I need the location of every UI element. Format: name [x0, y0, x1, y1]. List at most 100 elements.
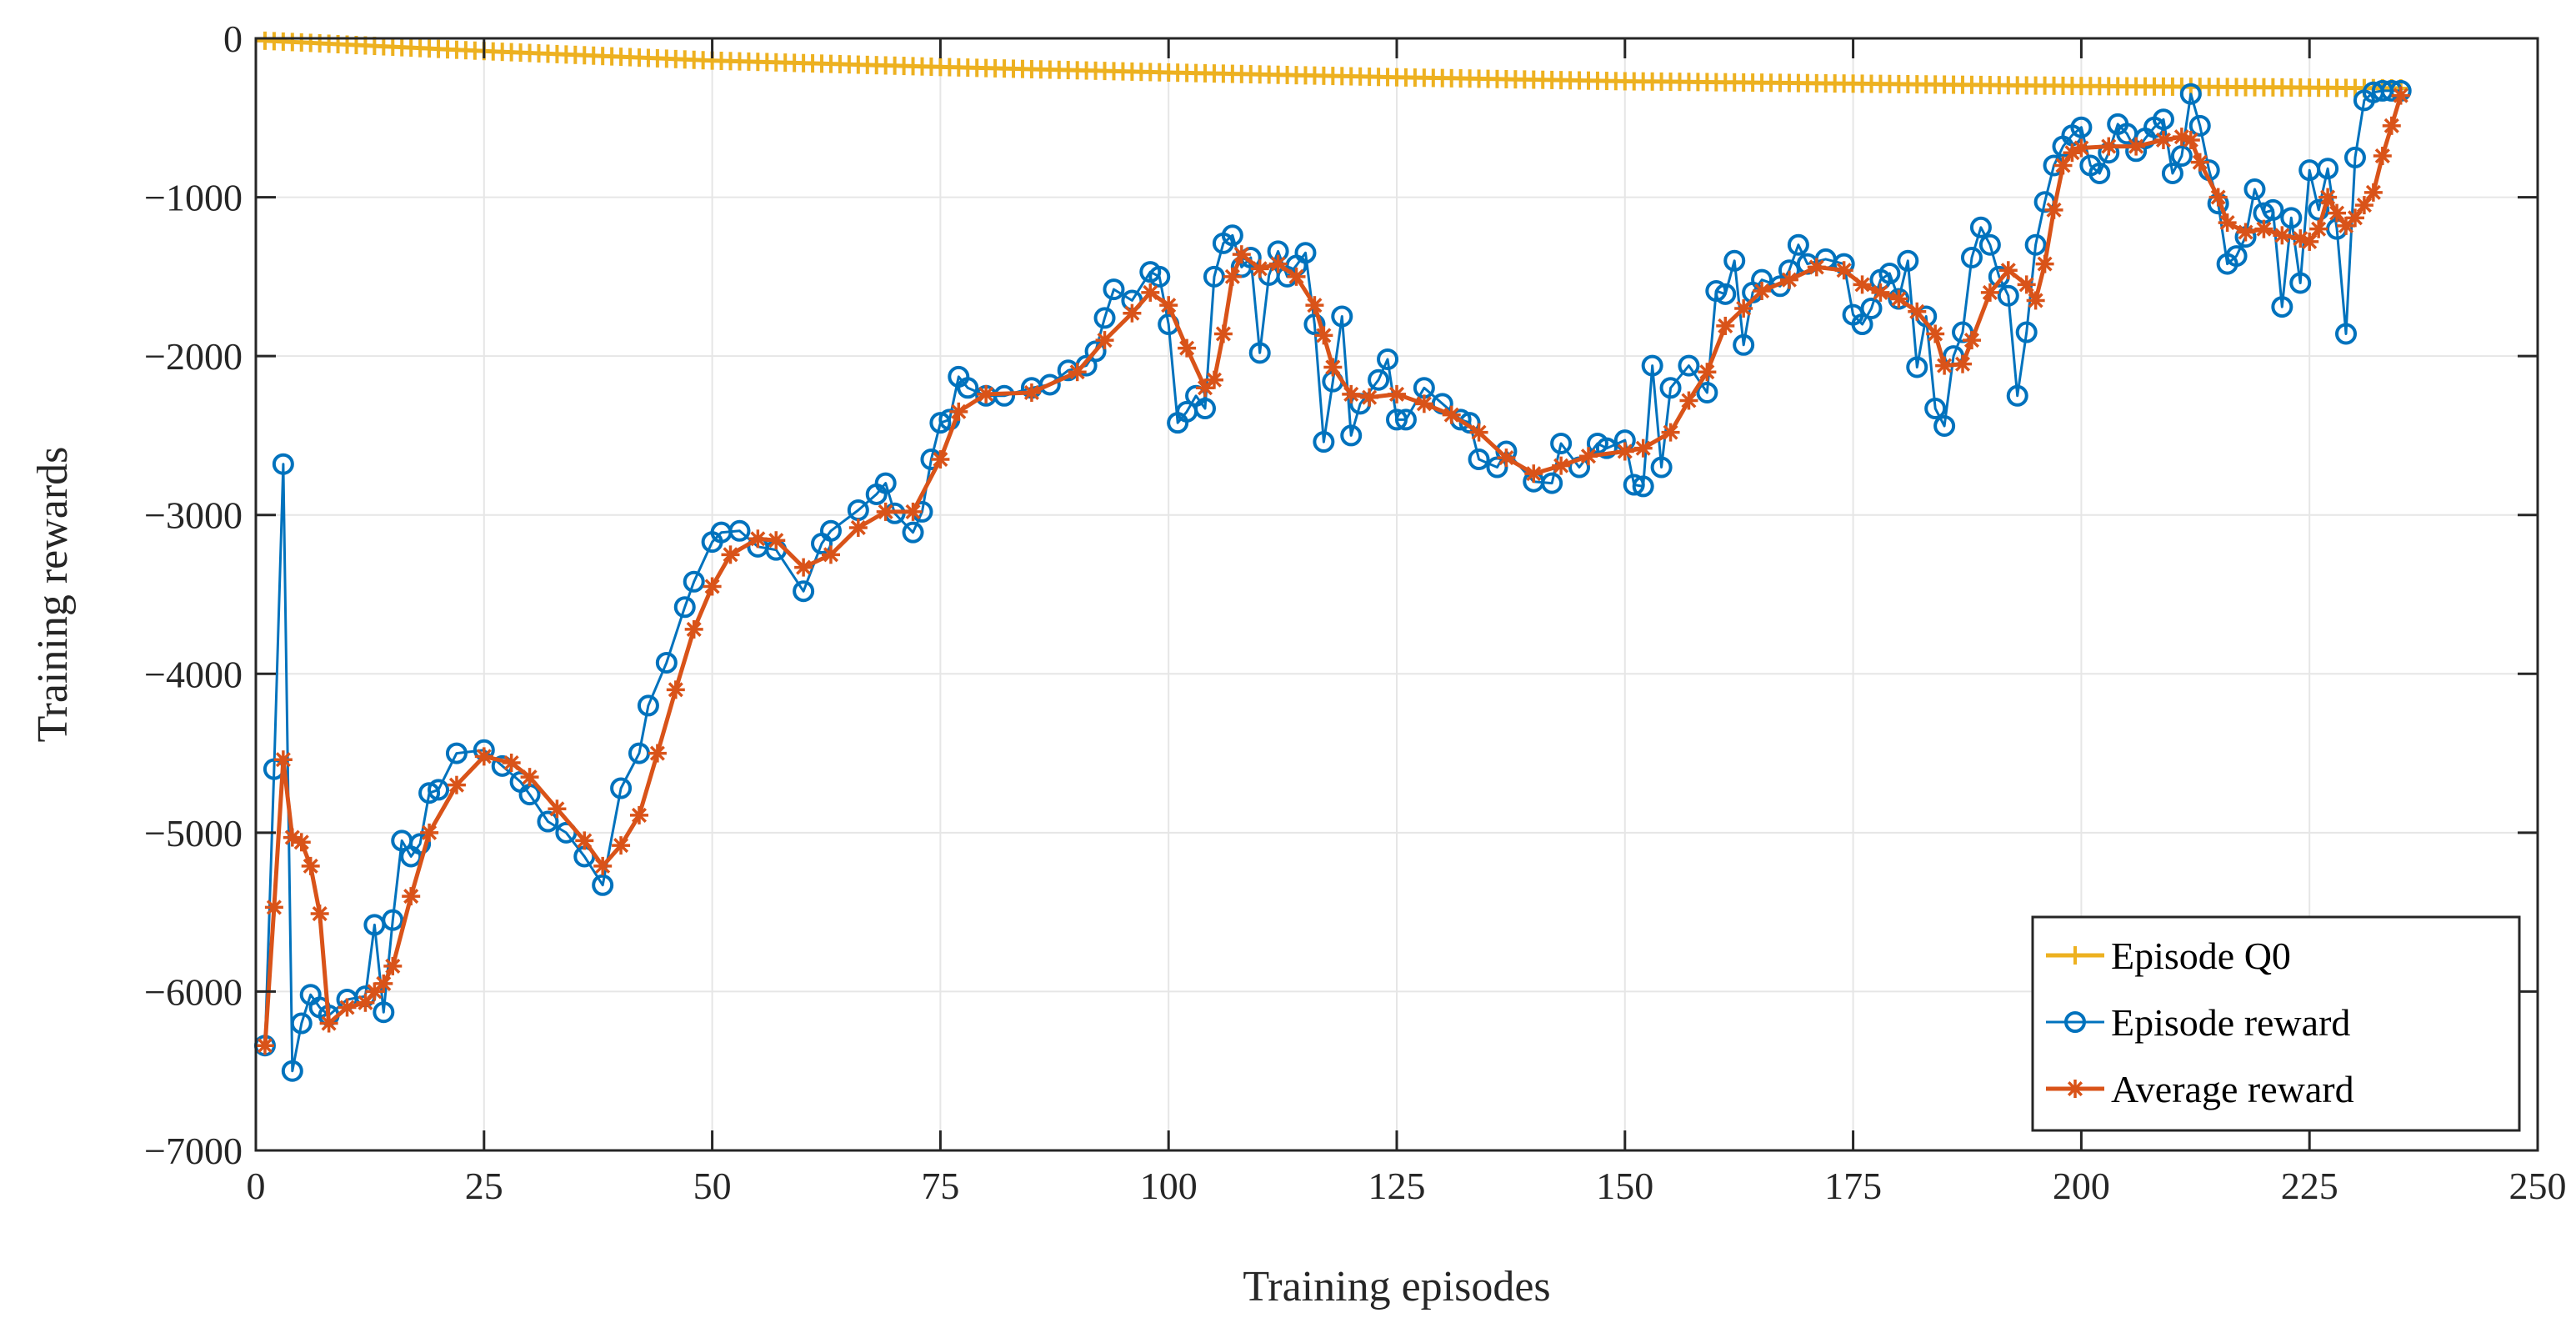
data-point-average-reward: [1360, 388, 1379, 407]
data-point-episode-reward: [1906, 356, 1928, 378]
data-point-episode-reward: [2243, 178, 2266, 201]
legend-label: Episode reward: [2111, 1001, 2350, 1044]
data-point-average-reward: [876, 502, 895, 521]
data-point-episode-reward: [290, 1012, 313, 1035]
data-point-average-reward: [1268, 254, 1288, 273]
x-tick-label: 125: [1368, 1165, 1426, 1207]
data-point-average-reward: [2318, 188, 2338, 207]
data-point-episode-reward: [2070, 116, 2093, 138]
data-point-episode-reward: [1978, 233, 2001, 256]
data-point-average-reward: [520, 768, 539, 787]
data-point-episode-reward: [1221, 224, 1243, 247]
data-point-average-reward: [748, 529, 768, 549]
data-point-average-reward: [374, 974, 393, 993]
data-point-episode-reward: [2088, 162, 2111, 184]
data-point-episode-reward: [1386, 408, 1408, 431]
data-point-episode-reward: [1368, 368, 1390, 391]
data-point-episode-reward: [1294, 242, 1317, 264]
data-point-episode-reward: [1705, 280, 1728, 303]
data-point-episode-reward: [2170, 145, 2193, 168]
y-tick-label: −6000: [144, 970, 243, 1013]
data-point-average-reward: [721, 545, 740, 564]
data-point-average-reward: [2254, 219, 2273, 238]
data-point-episode-reward: [2289, 272, 2312, 294]
data-point-episode-reward: [2271, 296, 2293, 318]
data-point-average-reward: [794, 558, 813, 577]
data-point-average-reward: [1578, 447, 1598, 466]
data-point-average-reward: [593, 856, 613, 875]
data-point-average-reward: [2309, 219, 2328, 238]
data-point-average-reward: [767, 531, 786, 550]
legend-marker: [2064, 1011, 2086, 1033]
data-point-episode-reward: [2308, 198, 2330, 221]
data-point-episode-reward: [874, 472, 897, 494]
data-point-episode-reward: [673, 596, 696, 619]
data-point-average-reward: [1314, 326, 1333, 345]
series-average-reward: [255, 86, 2410, 1055]
data-point-episode-reward: [1714, 283, 1737, 305]
data-point-average-reward: [1633, 438, 1653, 458]
data-point-episode-reward: [445, 742, 468, 764]
data-point-average-reward: [1552, 456, 1571, 475]
data-point-episode-reward: [1623, 474, 1645, 496]
data-point-episode-reward: [1148, 265, 1171, 288]
data-point-average-reward: [502, 754, 521, 773]
data-point-episode-reward: [1331, 305, 1353, 328]
data-point-episode-reward: [929, 412, 952, 434]
data-point-episode-reward: [2024, 233, 2047, 256]
legend-label: Episode Q0: [2111, 935, 2291, 977]
data-point-average-reward: [2053, 156, 2073, 175]
data-point-average-reward: [2354, 196, 2373, 215]
legend: Episode Q0 Episode reward Average reward: [2031, 915, 2521, 1132]
data-point-average-reward: [2345, 208, 2364, 228]
data-point-average-reward: [1834, 261, 1853, 280]
data-point-episode-reward: [1468, 449, 1490, 471]
data-point-episode-reward: [2179, 83, 2202, 105]
data-point-episode-reward: [819, 519, 842, 542]
legend-item-episode-reward: Episode reward: [2046, 1001, 2350, 1044]
data-point-episode-reward: [683, 570, 705, 593]
data-point-average-reward: [2072, 138, 2091, 158]
data-point-episode-reward: [1733, 333, 1755, 356]
data-point-average-reward: [2236, 223, 2255, 242]
data-point-average-reward: [1926, 324, 1945, 343]
data-point-average-reward: [548, 799, 567, 819]
data-point-episode-reward: [2317, 158, 2339, 180]
data-point-average-reward: [629, 805, 648, 824]
data-point-episode-reward: [957, 377, 979, 399]
legend-box: [2031, 915, 2521, 1132]
data-point-average-reward: [1953, 354, 1973, 373]
data-point-average-reward: [474, 747, 493, 766]
data-point-average-reward: [2373, 147, 2392, 166]
y-tick-label: −1000: [144, 177, 243, 219]
data-point-average-reward: [2026, 291, 2045, 310]
data-point-average-reward: [2181, 130, 2200, 149]
data-point-episode-reward: [2015, 321, 2038, 343]
data-point-episode-reward: [1541, 472, 1563, 494]
data-point-episode-reward: [428, 779, 450, 801]
data-point-average-reward: [2153, 130, 2173, 149]
data-point-episode-reward: [1340, 424, 1363, 447]
data-point-episode-reward: [1860, 297, 1883, 319]
data-point-episode-reward: [1696, 381, 1718, 403]
y-tick-label: −5000: [144, 812, 243, 854]
data-point-average-reward: [402, 887, 421, 906]
data-point-average-reward: [1250, 259, 1269, 278]
data-point-average-reward: [1095, 331, 1114, 350]
x-tick-label: 75: [921, 1165, 959, 1207]
data-point-average-reward: [1414, 394, 1433, 413]
data-point-episode-reward: [2006, 384, 2028, 407]
y-tick-label: −7000: [144, 1130, 243, 1172]
data-point-average-reward: [1141, 283, 1160, 302]
data-point-episode-reward: [2188, 114, 2211, 137]
x-tick-label: 225: [2281, 1165, 2338, 1207]
data-point-average-reward: [684, 619, 703, 639]
data-point-episode-reward: [1377, 348, 1399, 370]
data-point-average-reward: [666, 680, 685, 699]
data-point-average-reward: [1323, 358, 1343, 377]
data-point-episode-reward: [1641, 354, 1663, 377]
data-point-average-reward: [2044, 200, 2063, 219]
data-point-episode-reward: [592, 874, 614, 896]
data-point-average-reward: [1204, 370, 1223, 389]
series-line-average-reward: [263, 94, 2403, 1046]
